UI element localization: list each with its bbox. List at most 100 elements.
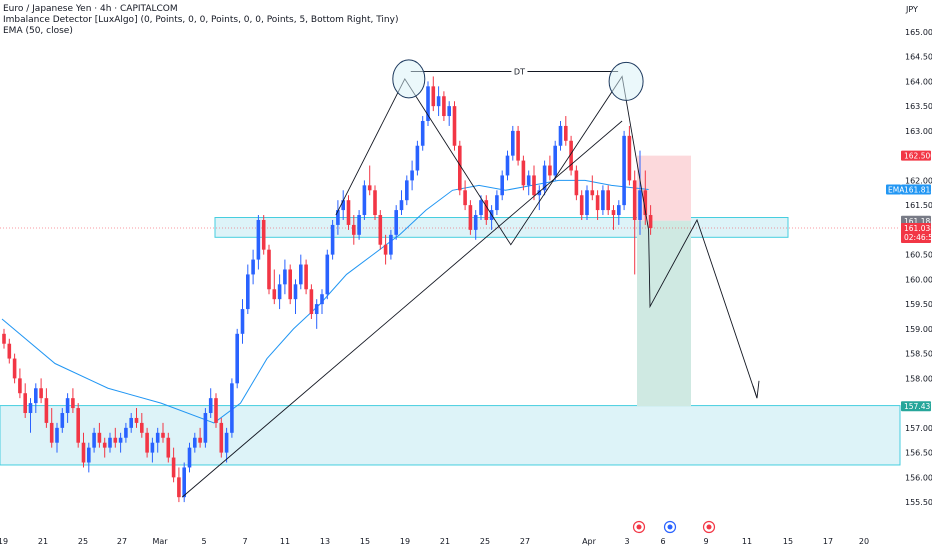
candle bbox=[7, 338, 12, 364]
candle bbox=[346, 195, 351, 230]
candle-body bbox=[155, 432, 160, 443]
candle-body bbox=[622, 135, 626, 206]
candle-body bbox=[113, 437, 118, 443]
price-tick-label: 158.500 bbox=[905, 350, 932, 359]
candle bbox=[526, 170, 531, 196]
candle bbox=[272, 269, 277, 305]
candle-body bbox=[442, 96, 446, 117]
candle bbox=[314, 299, 319, 329]
candle-body bbox=[81, 442, 86, 463]
top-2-circle bbox=[608, 61, 644, 101]
candle-body bbox=[118, 437, 123, 443]
price-tick-label: 165.000 bbox=[905, 28, 932, 37]
candle-body bbox=[150, 442, 155, 453]
price-badge-value: 161.038 bbox=[904, 224, 932, 233]
candle-body bbox=[473, 215, 478, 230]
candle bbox=[622, 130, 626, 211]
price-tick-label: 161.500 bbox=[905, 201, 932, 210]
event-marker-icon bbox=[702, 520, 716, 534]
candle-body bbox=[309, 289, 314, 315]
candle bbox=[367, 165, 372, 196]
event-marker-icon bbox=[663, 520, 677, 534]
candle-body bbox=[585, 190, 589, 216]
candle-body bbox=[558, 125, 563, 146]
candle-body bbox=[161, 432, 165, 438]
candle bbox=[102, 437, 107, 458]
time-tick-label: 7 bbox=[242, 537, 247, 546]
candle bbox=[140, 413, 144, 438]
candle bbox=[473, 210, 478, 240]
price-tick-label: 159.000 bbox=[905, 325, 932, 334]
candle bbox=[76, 403, 80, 448]
time-tick-label: 27 bbox=[520, 537, 530, 546]
event-marker-dot bbox=[706, 524, 712, 530]
candle-body bbox=[553, 145, 557, 176]
ema-layer bbox=[1, 179, 649, 424]
candle-body bbox=[325, 254, 330, 295]
candle bbox=[463, 180, 467, 211]
candle bbox=[495, 190, 499, 216]
ema-tag: EMA bbox=[888, 186, 905, 195]
candle bbox=[12, 353, 17, 384]
candle-body bbox=[521, 160, 526, 186]
candle-body bbox=[267, 249, 271, 290]
candle-body bbox=[548, 165, 552, 176]
candle-body bbox=[516, 130, 520, 161]
candle-body bbox=[373, 190, 377, 216]
candle bbox=[277, 274, 282, 310]
candle-body bbox=[606, 190, 610, 211]
time-tick-label: 19 bbox=[0, 537, 8, 546]
drawings-layer: DT bbox=[181, 59, 760, 498]
candle bbox=[198, 427, 202, 448]
position-tool-layer bbox=[0, 155, 900, 407]
candle bbox=[574, 165, 579, 201]
candle bbox=[55, 422, 59, 453]
candle bbox=[304, 259, 308, 295]
candle bbox=[150, 437, 155, 463]
candle-body bbox=[532, 175, 536, 196]
candle-body bbox=[166, 437, 171, 458]
candle bbox=[155, 427, 160, 453]
candle-body bbox=[569, 140, 573, 171]
symbol-title: Euro / Japanese Yen · 4h · CAPITALCOM bbox=[3, 4, 178, 14]
candle-body bbox=[288, 269, 292, 300]
candle bbox=[235, 328, 239, 389]
time-axis[interactable]: 19 21 25 27 Mar 5 7 11 13 15 19 21 25 27 Apr 3 6 9 11 15 17 2… bbox=[0, 537, 869, 546]
candle-body bbox=[177, 477, 181, 498]
candle bbox=[2, 328, 6, 349]
trend-line bbox=[181, 120, 623, 498]
candle-body bbox=[129, 417, 133, 428]
candle bbox=[579, 190, 584, 220]
price-axis[interactable]: JPY 165.000 164.500 164.000 163.500 163.000 1… bbox=[886, 5, 932, 507]
candle bbox=[394, 205, 398, 240]
zones-layer bbox=[0, 217, 901, 466]
candle-body bbox=[415, 145, 420, 171]
time-tick-label: 21 bbox=[440, 537, 450, 546]
price-tick-label: 164.000 bbox=[905, 77, 932, 86]
candle-body bbox=[399, 200, 404, 211]
price-tick-label: 163.000 bbox=[905, 127, 932, 136]
candle bbox=[447, 101, 451, 126]
candle-body bbox=[293, 284, 298, 300]
candle bbox=[585, 185, 589, 220]
candle-body bbox=[511, 130, 515, 156]
time-tick-label: 3 bbox=[624, 537, 629, 546]
candle-body bbox=[102, 442, 107, 448]
candle bbox=[267, 244, 271, 295]
candle bbox=[553, 140, 557, 181]
candle-body bbox=[389, 234, 393, 255]
candle bbox=[638, 150, 642, 235]
candle-body bbox=[251, 259, 255, 275]
candle bbox=[230, 378, 234, 438]
candle bbox=[325, 249, 330, 300]
candle-body bbox=[203, 413, 208, 443]
candle-body bbox=[272, 289, 277, 300]
candle bbox=[542, 160, 547, 196]
candle-body bbox=[352, 224, 356, 235]
candle bbox=[410, 160, 414, 191]
candle-body bbox=[601, 190, 605, 211]
price-tick-label: 155.500 bbox=[905, 498, 932, 507]
event-marker-icon bbox=[632, 520, 646, 534]
